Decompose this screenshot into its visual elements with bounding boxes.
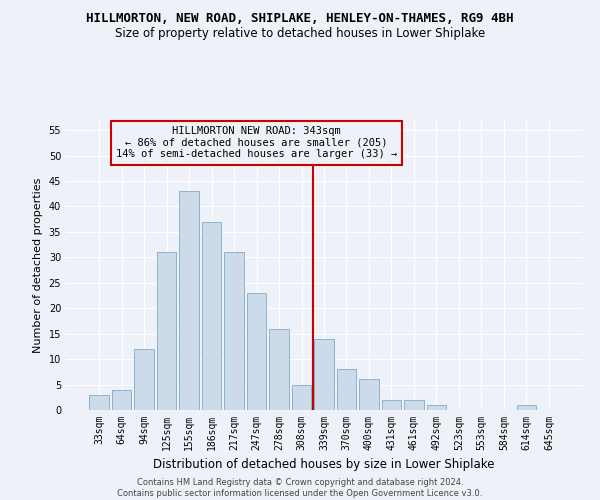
Bar (382, 400, 401, 410)
Bar (404, 400, 424, 410)
Bar (337, 370, 356, 410)
X-axis label: Distribution of detached houses by size in Lower Shiplake: Distribution of detached houses by size … (153, 458, 495, 471)
Bar (269, 328, 289, 410)
Bar (134, 349, 154, 410)
Bar (427, 405, 446, 410)
Text: HILLMORTON, NEW ROAD, SHIPLAKE, HENLEY-ON-THAMES, RG9 4BH: HILLMORTON, NEW ROAD, SHIPLAKE, HENLEY-O… (86, 12, 514, 26)
Text: HILLMORTON NEW ROAD: 343sqm
← 86% of detached houses are smaller (205)
14% of se: HILLMORTON NEW ROAD: 343sqm ← 86% of det… (116, 126, 397, 160)
Bar (314, 339, 334, 410)
Bar (359, 380, 379, 410)
Bar (202, 222, 221, 410)
Bar (157, 252, 176, 410)
Text: Size of property relative to detached houses in Lower Shiplake: Size of property relative to detached ho… (115, 28, 485, 40)
Bar (89, 394, 109, 410)
Y-axis label: Number of detached properties: Number of detached properties (33, 178, 43, 352)
Bar (247, 293, 266, 410)
Bar (179, 191, 199, 410)
Bar (112, 390, 131, 410)
Bar (224, 252, 244, 410)
Bar (292, 384, 311, 410)
Bar (517, 405, 536, 410)
Text: Contains HM Land Registry data © Crown copyright and database right 2024.
Contai: Contains HM Land Registry data © Crown c… (118, 478, 482, 498)
